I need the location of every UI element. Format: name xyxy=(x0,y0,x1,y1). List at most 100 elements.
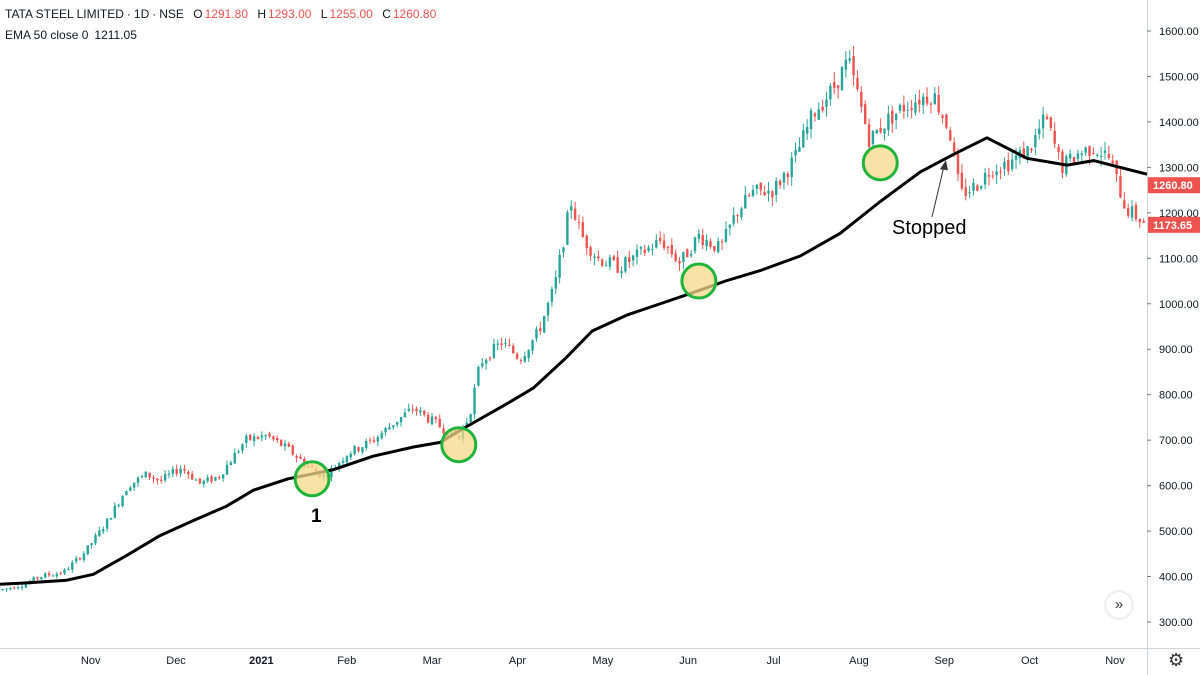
candle-body xyxy=(740,208,743,218)
candle-body xyxy=(980,186,983,189)
candle-body xyxy=(121,496,124,507)
candle-body xyxy=(860,91,863,107)
time-axis[interactable]: Nov Dec 2021 Feb Mar Apr May Jun Jul Aug Sep Oct Nov xyxy=(81,655,1125,667)
candle-body xyxy=(1099,156,1103,158)
candle-body xyxy=(415,408,418,412)
candle-body xyxy=(1022,148,1025,159)
candle-body xyxy=(744,194,747,209)
arrow-head xyxy=(939,160,948,171)
candle-body xyxy=(1034,135,1037,148)
interval-label[interactable]: 1D xyxy=(133,7,150,21)
candle-body xyxy=(152,477,155,479)
candle-body xyxy=(430,416,434,425)
candle-body xyxy=(562,247,565,253)
candle-body xyxy=(585,235,588,249)
candle-body xyxy=(187,471,190,475)
candle-body xyxy=(291,445,294,455)
candle-body xyxy=(620,271,623,274)
highlight-circles xyxy=(293,144,899,498)
price-tick-label: 1000.00 xyxy=(1159,299,1199,311)
candle-body xyxy=(349,453,352,458)
candle-body xyxy=(13,587,16,589)
candle-body xyxy=(778,181,782,185)
candle-body xyxy=(604,265,608,267)
candle-body xyxy=(1130,206,1134,218)
candle-body xyxy=(1068,153,1072,159)
candle-body xyxy=(411,409,414,411)
double-chevron-right-icon[interactable]: » xyxy=(1106,592,1132,618)
candle-body xyxy=(755,184,759,189)
candle-body xyxy=(256,437,260,439)
candle-body xyxy=(763,192,766,196)
candle-body xyxy=(987,175,991,177)
candle-body xyxy=(117,504,120,506)
candle-body xyxy=(368,439,372,441)
candle-body xyxy=(156,478,159,481)
candle-body xyxy=(771,191,774,198)
close-key: C xyxy=(382,7,391,21)
candle-body xyxy=(218,477,221,479)
symbol-name[interactable]: TATA STEEL LIMITED xyxy=(5,7,124,21)
candle-body xyxy=(1,589,4,591)
time-tick-label: Dec xyxy=(166,655,186,667)
candle-body xyxy=(330,468,333,478)
candle-body xyxy=(782,172,786,183)
candle-body xyxy=(163,474,167,481)
candle-body xyxy=(527,349,530,359)
highlight-circle xyxy=(293,460,331,498)
candle-body xyxy=(337,462,341,468)
candle-body xyxy=(902,104,906,112)
candle-body xyxy=(519,360,523,362)
candle-body xyxy=(624,257,627,272)
candle-body xyxy=(82,553,86,561)
candle-body xyxy=(484,360,488,364)
candle-body xyxy=(488,358,492,360)
candle-body xyxy=(214,477,217,481)
candle-body xyxy=(252,436,256,442)
candle-body xyxy=(705,239,708,247)
candle-body xyxy=(535,329,538,339)
candle-body xyxy=(272,436,275,440)
candle-body xyxy=(51,575,55,577)
candle-body xyxy=(976,185,979,191)
candle-body xyxy=(840,67,844,91)
candle-body xyxy=(891,110,894,124)
candle-body xyxy=(9,587,12,589)
candle-body xyxy=(36,577,39,579)
candle-body xyxy=(1142,220,1145,223)
candle-body xyxy=(167,473,171,475)
candle-body xyxy=(245,435,248,443)
candle-body xyxy=(55,573,59,577)
candle-body xyxy=(709,241,712,247)
candle-body xyxy=(678,260,681,264)
candle-body xyxy=(380,433,383,439)
candle-body xyxy=(175,469,178,474)
candle-body xyxy=(894,113,898,121)
candle-body xyxy=(1072,157,1076,163)
candle-body xyxy=(612,256,615,260)
ema-row[interactable]: EMA 50 close 0 1211.05 xyxy=(5,25,442,46)
high-value: 1293.00 xyxy=(268,7,312,21)
low-key: L xyxy=(320,7,328,21)
price-axis[interactable]: 300.00 400.00 500.00 600.00 700.00 800.00 900.… xyxy=(1147,26,1200,629)
candle-body xyxy=(952,142,956,152)
candle-body xyxy=(577,221,581,223)
candle-body xyxy=(991,175,995,177)
plot-background xyxy=(0,0,1147,648)
price-badge xyxy=(1148,177,1200,194)
candle-body xyxy=(473,387,476,415)
gear-icon[interactable]: ⚙ xyxy=(1168,650,1185,670)
candle-body xyxy=(848,58,851,61)
candle-body xyxy=(658,237,662,241)
candle-body xyxy=(1096,154,1099,157)
candle-body xyxy=(183,468,186,471)
candle-body xyxy=(836,85,840,89)
candle-body xyxy=(949,130,952,141)
candle-body xyxy=(423,410,426,415)
candle-body xyxy=(817,109,820,120)
candle-body xyxy=(125,491,128,496)
candle-body xyxy=(1049,117,1053,128)
candle-body xyxy=(241,444,244,451)
